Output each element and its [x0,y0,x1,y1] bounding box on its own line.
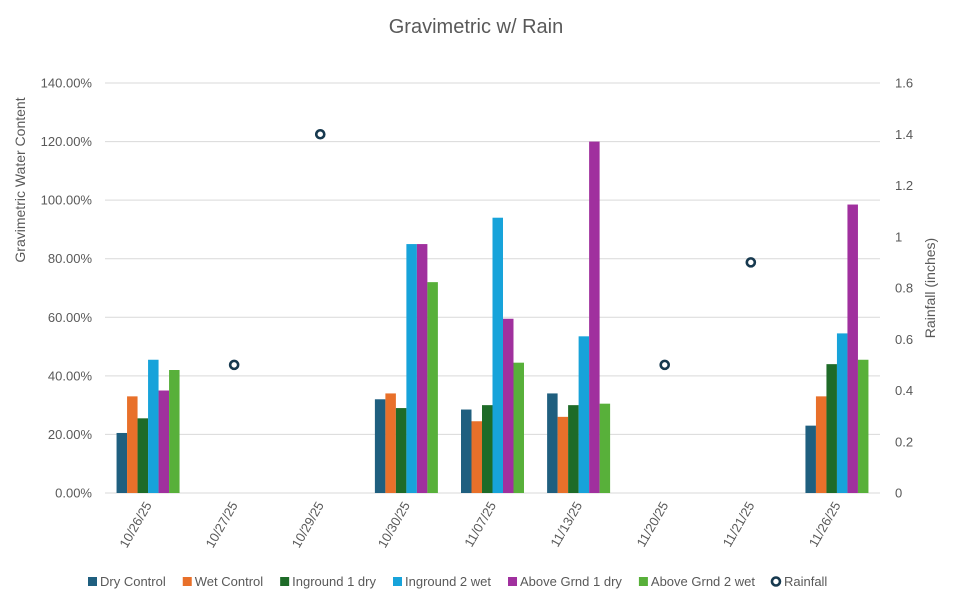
bar-inground-1-dry [568,405,579,493]
rainfall-point [314,128,326,140]
bar-wet-control [557,416,569,493]
y-tick-label: 0.00% [55,486,92,501]
bar-dry-control [461,409,472,493]
bar-inground-2-wet [578,336,590,493]
bar-wet-control [127,396,138,493]
bar-inground-2-wet [836,333,848,493]
y-tick-label: 40.00% [48,368,93,383]
x-tick-label: 11/21/25 [720,499,758,549]
bar-wet-control [471,421,482,493]
bar-above-grnd-1-dry [503,318,514,493]
legend-item-above-grnd-2-wet: Above Grnd 2 wet [638,574,755,589]
legend-label: Inground 1 dry [292,574,376,589]
legend-swatch [280,577,290,586]
bar-inground-2-wet [406,244,417,493]
legend-label: Rainfall [784,574,827,589]
legend-swatch [182,577,192,586]
y2-tick-label: 0.2 [895,434,913,449]
legend-item-inground-1-dry: Inground 1 dry [280,574,376,589]
y2-tick-label: 0.6 [895,332,913,347]
legend-item-rainfall: Rainfall [770,574,827,589]
bar-dry-control [116,432,128,493]
bar-above-grnd-1-dry [847,204,858,494]
legend-swatch [508,577,518,586]
bar-wet-control [385,393,396,493]
legend-label: Wet Control [195,574,264,589]
y2-axis-title: Rainfall (inches) [922,238,938,338]
y-tick-label: 140.00% [41,76,93,91]
bar-above-grnd-2-wet [857,359,869,493]
bar-above-grnd-1-dry [589,141,600,494]
bar-above-grnd-2-wet [169,370,180,493]
bar-above-grnd-2-wet [599,403,611,493]
y-tick-label: 80.00% [48,251,93,266]
y2-tick-label: 0.4 [895,383,913,398]
bar-wet-control [815,396,827,493]
bar-inground-2-wet [492,217,503,493]
x-tick-label: 10/29/25 [289,499,327,550]
x-axis-ticks: 10/26/25 10/27/25 10/29/25 10/30/25 11/07/25… [116,499,843,550]
x-tick-label: 11/13/25 [547,499,585,549]
bar-above-grnd-2-wet [427,282,438,493]
legend-swatch [638,577,648,586]
x-tick-label: 10/26/25 [116,499,154,550]
bar-inground-1-dry [395,408,407,493]
legend-label: Above Grnd 2 wet [651,574,755,589]
x-tick-label: 11/26/25 [806,499,844,549]
legend-swatch [88,577,97,586]
y2-tick-label: 1 [895,229,902,244]
chart-title: Gravimetric w/ Rain [389,16,563,38]
legend: Dry Control Wet Control Inground 1 dry Ingr… [88,574,827,589]
y-tick-label: 100.00% [41,193,93,208]
bar-inground-1-dry [137,418,149,493]
y2-tick-label: 1.2 [895,178,913,193]
bar-above-grnd-1-dry [158,390,170,493]
legend-item-wet-control: Wet Control [182,574,264,589]
y2-axis-ticks: 0 0.2 0.4 0.6 0.8 1 1.2 1.4 1.6 [895,76,913,501]
rainfall-point [228,359,240,371]
rainfall-point [659,359,671,371]
y2-tick-label: 1.6 [895,76,913,91]
bar-inground-1-dry [826,364,837,493]
x-tick-label: 11/07/25 [461,499,499,549]
legend-label: Above Grnd 1 dry [520,574,622,589]
y2-tick-label: 1.4 [895,127,913,142]
y-axis-title: Gravimetric Water Content [12,97,28,262]
bar-dry-control [374,399,386,493]
rainfall-points [228,128,757,371]
legend-item-dry-control: Dry Control [88,574,166,589]
bar-inground-1-dry [482,405,493,493]
bar-above-grnd-1-dry [416,244,428,493]
legend-swatch [393,577,402,586]
x-tick-label: 10/30/25 [375,499,413,550]
bar-dry-control [805,425,816,493]
y-axis-ticks: 0.00% 20.00% 40.00% 60.00% 80.00% 100.00% 120.… [41,76,93,501]
x-tick-label: 11/20/25 [634,499,672,549]
bar-above-grnd-2-wet [513,362,524,493]
y2-tick-label: 0.8 [895,281,913,296]
x-tick-label: 10/27/25 [202,499,240,550]
legend-label: Inground 2 wet [405,574,491,589]
rainfall-point [745,257,757,268]
legend-label: Dry Control [100,574,166,589]
bar-inground-2-wet [148,359,159,493]
y-tick-label: 60.00% [48,310,93,325]
legend-item-above-grnd-1-dry: Above Grnd 1 dry [508,574,622,589]
bars [116,141,869,494]
y2-tick-label: 0 [895,486,902,501]
y-tick-label: 20.00% [48,427,93,442]
legend-marker [770,576,782,587]
y-tick-label: 120.00% [41,134,93,149]
legend-item-inground-2-wet: Inground 2 wet [393,574,491,589]
bar-dry-control [547,393,558,493]
